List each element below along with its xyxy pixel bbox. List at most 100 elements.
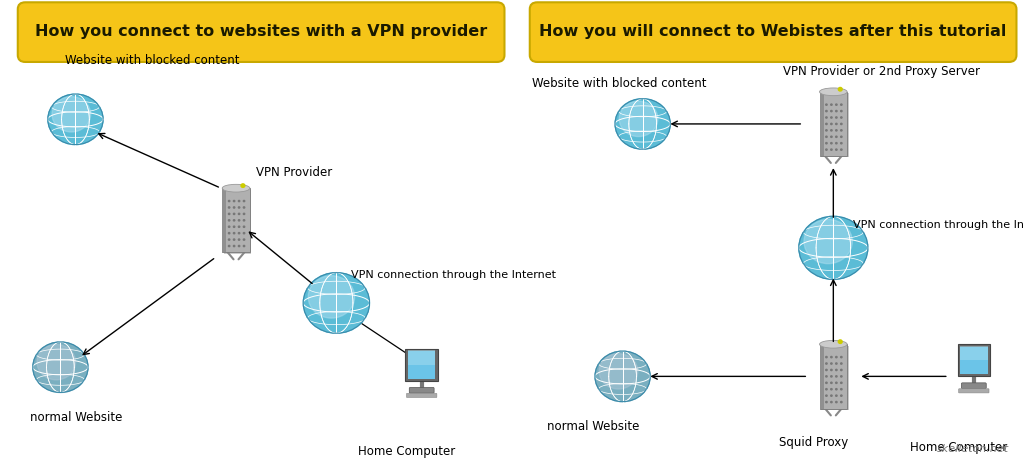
Circle shape xyxy=(841,123,842,124)
Circle shape xyxy=(233,213,234,214)
FancyBboxPatch shape xyxy=(819,92,823,156)
Circle shape xyxy=(841,376,842,377)
Circle shape xyxy=(841,111,842,112)
FancyBboxPatch shape xyxy=(957,344,990,376)
Circle shape xyxy=(836,130,837,131)
Circle shape xyxy=(836,123,837,124)
Circle shape xyxy=(836,117,837,118)
Circle shape xyxy=(228,201,229,202)
Circle shape xyxy=(836,111,837,112)
FancyBboxPatch shape xyxy=(408,351,435,365)
Circle shape xyxy=(825,149,827,150)
Circle shape xyxy=(228,233,229,234)
Circle shape xyxy=(228,220,229,221)
Circle shape xyxy=(244,239,245,240)
Circle shape xyxy=(804,219,852,263)
Circle shape xyxy=(836,382,837,383)
Circle shape xyxy=(239,239,240,240)
Circle shape xyxy=(830,130,833,131)
Text: How you connect to websites with a VPN provider: How you connect to websites with a VPN p… xyxy=(35,24,487,39)
Circle shape xyxy=(239,207,240,208)
Circle shape xyxy=(841,395,842,396)
Circle shape xyxy=(830,376,833,377)
Circle shape xyxy=(595,351,650,402)
Circle shape xyxy=(836,104,837,105)
Circle shape xyxy=(244,213,245,214)
Circle shape xyxy=(836,363,837,364)
FancyBboxPatch shape xyxy=(407,393,437,397)
Circle shape xyxy=(830,104,833,105)
Circle shape xyxy=(303,273,370,333)
Circle shape xyxy=(825,123,827,124)
Circle shape xyxy=(233,233,234,234)
Circle shape xyxy=(836,357,837,358)
Circle shape xyxy=(825,389,827,390)
Circle shape xyxy=(244,201,245,202)
FancyBboxPatch shape xyxy=(529,2,1017,62)
Circle shape xyxy=(244,207,245,208)
Circle shape xyxy=(830,369,833,370)
Circle shape xyxy=(830,395,833,396)
Circle shape xyxy=(841,389,842,390)
Circle shape xyxy=(841,357,842,358)
Text: Squid Proxy: Squid Proxy xyxy=(778,436,848,449)
Circle shape xyxy=(836,389,837,390)
Circle shape xyxy=(841,402,842,403)
Text: skelleton.net: skelleton.net xyxy=(937,444,1009,454)
Circle shape xyxy=(799,216,867,280)
Text: VPN Provider or 2nd Proxy Server: VPN Provider or 2nd Proxy Server xyxy=(783,65,980,78)
FancyBboxPatch shape xyxy=(961,346,987,360)
Circle shape xyxy=(52,96,91,132)
Circle shape xyxy=(839,88,842,91)
FancyBboxPatch shape xyxy=(408,351,435,379)
Circle shape xyxy=(841,363,842,364)
Circle shape xyxy=(48,94,103,145)
Text: Website with blocked content: Website with blocked content xyxy=(532,77,707,90)
Circle shape xyxy=(37,344,76,380)
Circle shape xyxy=(233,220,234,221)
Circle shape xyxy=(841,104,842,105)
Circle shape xyxy=(241,184,245,187)
FancyBboxPatch shape xyxy=(821,346,849,410)
FancyBboxPatch shape xyxy=(958,389,989,393)
Circle shape xyxy=(830,402,833,403)
Circle shape xyxy=(841,143,842,144)
Circle shape xyxy=(839,340,842,343)
Circle shape xyxy=(620,101,657,137)
Text: normal Website: normal Website xyxy=(547,420,640,433)
Circle shape xyxy=(615,99,671,149)
Circle shape xyxy=(836,369,837,370)
FancyBboxPatch shape xyxy=(819,344,847,409)
Circle shape xyxy=(233,207,234,208)
Circle shape xyxy=(825,111,827,112)
FancyBboxPatch shape xyxy=(406,349,438,381)
Circle shape xyxy=(830,143,833,144)
Circle shape xyxy=(239,213,240,214)
Circle shape xyxy=(825,376,827,377)
FancyBboxPatch shape xyxy=(821,93,849,157)
Ellipse shape xyxy=(222,185,250,192)
Circle shape xyxy=(228,226,229,227)
Circle shape xyxy=(825,402,827,403)
Circle shape xyxy=(841,382,842,383)
Circle shape xyxy=(836,149,837,150)
FancyBboxPatch shape xyxy=(410,387,434,393)
Circle shape xyxy=(825,382,827,383)
Ellipse shape xyxy=(819,88,847,95)
FancyBboxPatch shape xyxy=(819,92,847,156)
Circle shape xyxy=(830,111,833,112)
Circle shape xyxy=(830,382,833,383)
FancyBboxPatch shape xyxy=(962,383,986,388)
Circle shape xyxy=(836,136,837,137)
Circle shape xyxy=(308,276,354,318)
Text: Home Computer: Home Computer xyxy=(358,445,456,458)
Circle shape xyxy=(228,239,229,240)
Circle shape xyxy=(239,220,240,221)
Circle shape xyxy=(228,207,229,208)
Circle shape xyxy=(244,220,245,221)
Circle shape xyxy=(830,357,833,358)
Circle shape xyxy=(836,402,837,403)
Circle shape xyxy=(233,226,234,227)
Circle shape xyxy=(841,117,842,118)
Circle shape xyxy=(830,117,833,118)
